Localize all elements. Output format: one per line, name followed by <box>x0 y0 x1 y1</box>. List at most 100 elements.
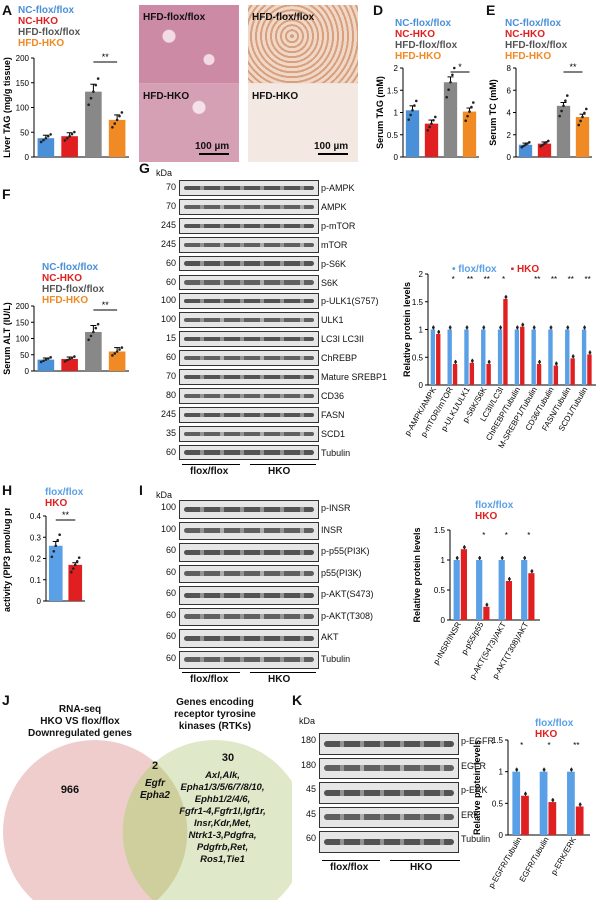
blot-band <box>319 831 459 853</box>
y-tick-label: 1 <box>441 556 446 565</box>
blot-band <box>179 629 319 648</box>
data-point <box>464 119 467 122</box>
data-point <box>583 326 586 329</box>
bar <box>37 359 55 371</box>
y-tick-label: 0.1 <box>30 576 42 585</box>
blot-band <box>179 217 319 234</box>
legend-item: flox/flox <box>535 718 574 729</box>
bar <box>481 329 486 385</box>
histology-b: HFD-flox/flox HFD-HKO 100 µm <box>139 5 239 162</box>
data-point <box>92 90 95 93</box>
y-tick-label: 0 <box>37 597 42 606</box>
venn-right-genes: Axl,Alk, Epha1/3/5/6/7/8/10, Ephb1/2/4/6… <box>179 770 266 865</box>
data-point <box>539 145 542 148</box>
significance-mark: ** <box>484 275 490 284</box>
group-label-hko: HKO <box>268 674 291 685</box>
significance-mark: * <box>520 741 523 750</box>
bar <box>536 363 542 385</box>
data-point <box>89 334 93 338</box>
data-point <box>63 360 67 363</box>
y-tick-label: 200 <box>16 302 30 311</box>
bar <box>521 795 529 835</box>
data-point <box>68 357 71 361</box>
data-point <box>49 133 52 136</box>
legend-item: HFD-flox/flox <box>18 27 81 38</box>
bar <box>85 332 102 371</box>
data-point <box>42 138 45 142</box>
data-point <box>577 123 580 127</box>
bar <box>462 111 477 157</box>
data-point <box>470 105 473 109</box>
scale-bar-label: 100 µm <box>314 141 349 152</box>
scale-bar <box>318 153 348 155</box>
panel-label-j: J <box>2 692 10 708</box>
bar <box>68 564 83 601</box>
kda-value: 60 <box>305 833 316 843</box>
data-point <box>409 113 412 117</box>
data-point <box>50 555 54 559</box>
kda-value: 70 <box>165 182 176 192</box>
venn-overlap <box>122 762 188 900</box>
legend-item: HFD-HKO <box>505 51 552 62</box>
legend-item: NC-flox/flox <box>18 5 75 16</box>
data-point <box>426 129 429 132</box>
bar <box>443 82 458 157</box>
x-tick-label: EGFR/Tubulin <box>518 836 551 884</box>
kda-value: 60 <box>165 652 176 663</box>
legend-item: NC-flox/flox <box>395 18 452 29</box>
blot-band <box>179 586 319 605</box>
bar <box>512 771 521 835</box>
kda-label: kDa <box>155 490 172 500</box>
group-bar <box>250 464 316 465</box>
y-tick-label: 1.5 <box>434 526 446 535</box>
data-point <box>113 122 117 125</box>
kda-value: 70 <box>165 371 176 381</box>
bar <box>581 329 587 385</box>
data-point <box>487 360 491 364</box>
x-tick-label: p-ERK/ERK <box>549 835 578 877</box>
significance-mark: * <box>505 531 508 540</box>
data-point <box>549 326 553 329</box>
bar <box>108 351 126 371</box>
legend-item: HKO <box>535 729 558 740</box>
data-point <box>447 88 450 92</box>
chart-a: 0 50 100 150 200 Liver TAG (mg/g tissue) ** <box>2 52 129 162</box>
data-point <box>466 114 469 118</box>
blot-protein-label: Tubulin <box>461 834 491 844</box>
histology-label: HFD-flox/flox <box>143 12 206 23</box>
y-axis-label: Serum TAG (mM) <box>375 76 385 149</box>
venn-overlap-count: 2 <box>151 760 159 772</box>
data-point <box>504 295 508 299</box>
kda-value: 80 <box>165 389 176 400</box>
histology-c: HFD-flox/flox HFD-HKO 100 µm <box>248 5 358 162</box>
chart-e: 0 2 4 6 8 Serum TC (mM) ** <box>488 62 592 162</box>
data-point <box>70 356 74 360</box>
y-tick-label: 6 <box>507 86 512 95</box>
legend-item: flox/flox <box>475 500 514 511</box>
bar <box>575 806 584 835</box>
data-point <box>70 132 74 136</box>
data-point <box>118 348 121 351</box>
blot-protein-label: Tubulin <box>321 447 351 458</box>
data-point <box>578 803 582 806</box>
venn-left-title: RNA-seq HKO VS flox/flox Downregulated g… <box>28 704 132 739</box>
data-point <box>111 354 114 357</box>
data-point <box>542 768 546 772</box>
legend-item: HKO <box>45 498 68 509</box>
legend-item: HFD-flox/flox <box>505 40 568 51</box>
data-point <box>411 108 414 112</box>
legend-item: HFD-flox/flox <box>395 40 458 51</box>
bar <box>430 329 436 385</box>
data-point <box>46 135 50 138</box>
scale-bar <box>199 153 229 155</box>
blot-protein-label: ERK <box>461 809 480 820</box>
blot-band <box>179 406 319 423</box>
y-tick-label: 0.5 <box>387 131 399 140</box>
blot-protein-label: INSR <box>321 524 343 535</box>
y-tick-label: 0.4 <box>30 512 42 521</box>
data-point <box>118 114 121 118</box>
blot-protein-label: p-INSR <box>321 503 351 513</box>
x-tick-label: p-INSR/INSR <box>431 620 463 666</box>
kda-value: 45 <box>305 784 316 794</box>
blot-band <box>179 564 319 583</box>
